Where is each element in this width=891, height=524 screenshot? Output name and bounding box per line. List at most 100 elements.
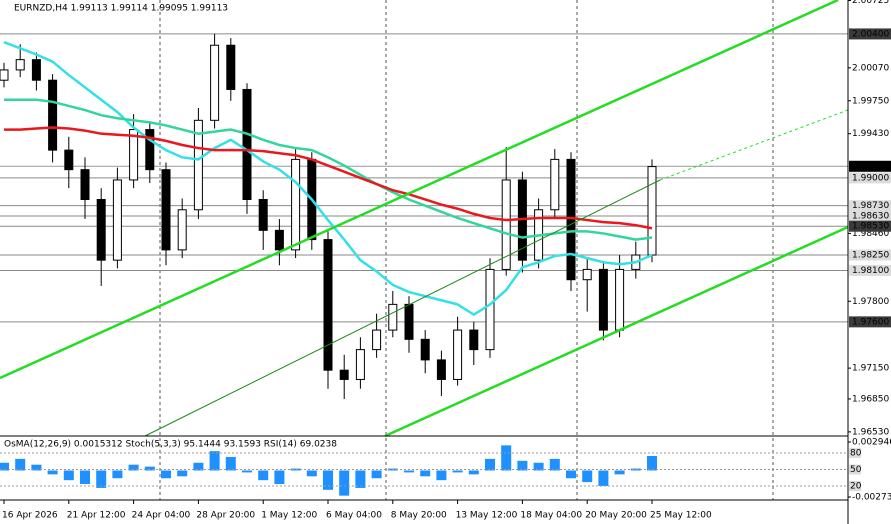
candle-body	[210, 44, 220, 121]
osc-tick-label: -0.002739	[852, 493, 891, 503]
osma-bar	[144, 466, 155, 471]
osma-bar	[468, 470, 479, 475]
candle-body	[355, 349, 365, 380]
candle-body	[469, 329, 479, 351]
x-tick-label: 20 May 20:00	[585, 511, 647, 521]
level-tag	[849, 28, 891, 40]
x-tick-label: 25 May 12:00	[650, 511, 712, 521]
stoch-tick-label: 50	[850, 465, 862, 475]
candle-body	[453, 329, 463, 380]
osma-bar	[404, 470, 414, 473]
x-tick-label: 18 May 04:00	[520, 511, 582, 521]
osma-bar	[0, 462, 9, 471]
y-tick-label: 1.99750	[852, 96, 889, 106]
stoch-tick-label: 80	[850, 449, 862, 459]
osma-bar	[209, 451, 220, 471]
candle-body	[15, 59, 25, 71]
channel-upper	[0, 0, 839, 380]
osc-tick-label: 0.002946	[852, 438, 891, 448]
osma-bar	[630, 468, 641, 471]
x-tick-label: 1 May 12:00	[261, 511, 317, 521]
y-tick-label: 1.96850	[852, 394, 889, 404]
osma-bar	[339, 470, 350, 496]
candle-body	[96, 198, 106, 261]
candle-body	[80, 169, 90, 200]
x-tick-label: 16 Apr 2026	[2, 511, 58, 521]
level-tag	[849, 220, 891, 232]
osma-bar	[193, 462, 204, 471]
candle-body	[501, 179, 511, 270]
y-tick-label: 1.99430	[852, 129, 889, 139]
osma-bar	[128, 464, 139, 471]
level-label: 1.98100	[852, 266, 889, 276]
osma-bar	[177, 470, 188, 477]
osma-bar	[31, 464, 42, 471]
osma-bar	[161, 470, 171, 479]
candle-body	[582, 268, 592, 281]
osma-bar	[485, 458, 495, 471]
last-price-tag	[849, 160, 891, 172]
level-label: 2.00400	[852, 29, 889, 39]
osma-bar	[533, 462, 544, 471]
level-label: 1.97600	[852, 317, 889, 327]
osma-bar	[258, 470, 269, 481]
x-tick-label: 13 May 12:00	[456, 511, 518, 521]
osma-bar	[47, 470, 58, 475]
chart-title: EURNZD,H4 1.99113 1.99114 1.99095 1.9911…	[14, 4, 228, 14]
x-tick-label: 8 May 20:00	[391, 511, 447, 521]
x-tick-label: 6 May 04:00	[326, 511, 382, 521]
candle-body	[48, 79, 58, 151]
osma-bar	[647, 455, 657, 471]
candle-body	[0, 69, 9, 81]
candle-body	[485, 268, 495, 351]
osma-bar	[96, 470, 107, 488]
osma-bar	[355, 470, 366, 488]
candle-body	[112, 179, 122, 261]
y-tick-label: 2.00070	[852, 63, 889, 73]
osma-bar	[598, 470, 609, 486]
y-tick-label: 1.97150	[852, 364, 889, 374]
level-tag	[849, 200, 891, 212]
candle-body	[615, 268, 625, 331]
candle-body	[323, 239, 333, 371]
osma-bar	[290, 468, 301, 471]
period-separators	[159, 0, 774, 500]
candle-body	[258, 198, 268, 231]
osma-bar	[452, 470, 463, 473]
candle-body	[598, 268, 608, 331]
level-label: 1.98530	[852, 222, 889, 232]
candle-body	[339, 369, 349, 380]
level-tag	[849, 172, 891, 184]
candle-body	[193, 119, 203, 211]
level-label: 1.98630	[852, 211, 889, 221]
x-tick-label: 21 Apr 12:00	[67, 511, 126, 521]
osma-bar	[420, 470, 431, 477]
level-label: 1.99000	[852, 173, 889, 183]
candle-body	[177, 209, 187, 251]
osma-bar	[225, 456, 236, 471]
candle-body	[64, 149, 74, 171]
candle-body	[161, 169, 171, 251]
osma-bar	[566, 470, 576, 479]
candle-body	[242, 88, 252, 200]
candle-body	[31, 59, 41, 81]
stoch-tag	[849, 448, 861, 458]
candle-body	[404, 303, 414, 340]
osma-bar	[582, 470, 593, 483]
y-tick-label: 1.97800	[852, 297, 889, 307]
level-tag	[849, 210, 891, 222]
candle-body	[129, 129, 139, 181]
candle-body	[145, 129, 155, 171]
osma-bar	[323, 470, 333, 490]
level-tag	[849, 264, 891, 276]
osma-bar	[242, 470, 252, 473]
x-tick-label: 24 Apr 04:00	[132, 511, 191, 521]
candle-body	[550, 158, 560, 211]
osma-bar	[614, 470, 625, 475]
osma-bar	[549, 458, 560, 471]
channel-mid	[144, 179, 661, 437]
candle-body	[420, 338, 430, 361]
osma-bar	[274, 470, 285, 485]
